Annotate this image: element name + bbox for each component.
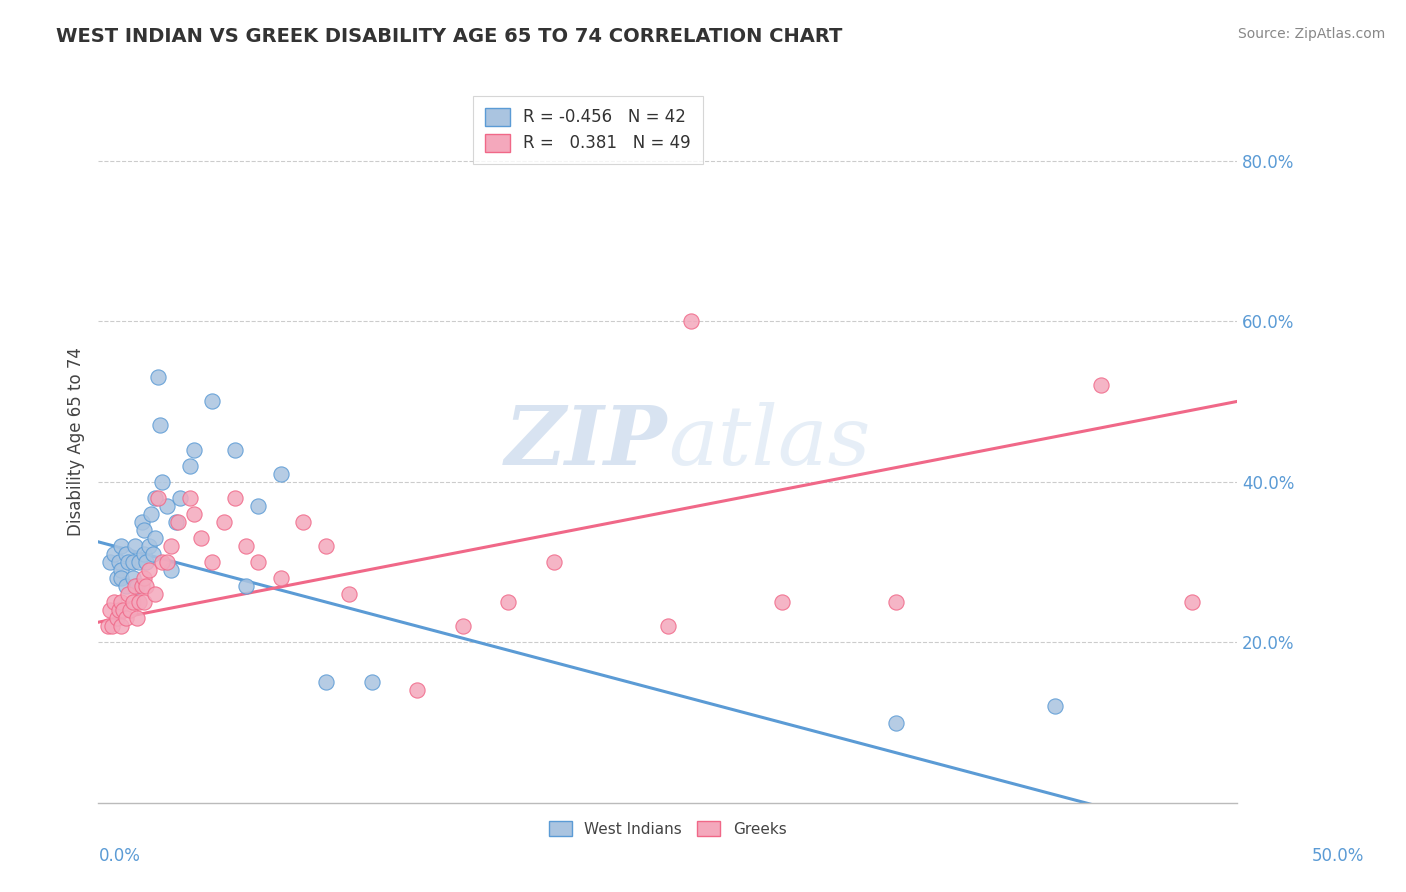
Text: Source: ZipAtlas.com: Source: ZipAtlas.com [1237, 27, 1385, 41]
Point [543, 555, 565, 569]
Point [156, 499, 179, 513]
Point [150, 475, 173, 489]
Point [315, 675, 337, 690]
Point [156, 555, 179, 569]
Point [1090, 378, 1112, 392]
Point [235, 539, 257, 553]
Point [160, 563, 183, 577]
Point [235, 579, 257, 593]
Point [132, 571, 155, 585]
Point [112, 603, 135, 617]
Point [212, 515, 235, 529]
Point [770, 595, 793, 609]
Text: 50.0%: 50.0% [1312, 847, 1364, 865]
Point [270, 467, 292, 481]
Text: WEST INDIAN VS GREEK DISABILITY AGE 65 TO 74 CORRELATION CHART: WEST INDIAN VS GREEK DISABILITY AGE 65 T… [56, 27, 842, 45]
Point [110, 563, 132, 577]
Point [498, 595, 520, 609]
Point [884, 595, 907, 609]
Point [121, 595, 143, 609]
Point [292, 515, 315, 529]
Point [127, 579, 149, 593]
Point [131, 515, 153, 529]
Point [114, 547, 136, 561]
Point [120, 603, 142, 617]
Point [117, 555, 139, 569]
Point [406, 683, 429, 698]
Point [246, 499, 269, 513]
Point [121, 555, 143, 569]
Point [114, 579, 136, 593]
Point [160, 539, 183, 553]
Point [135, 579, 157, 593]
Point [98, 555, 121, 569]
Point [201, 555, 224, 569]
Point [145, 491, 167, 505]
Point [103, 595, 125, 609]
Point [108, 555, 131, 569]
Point [132, 595, 155, 609]
Point [124, 539, 146, 553]
Point [315, 539, 337, 553]
Point [145, 531, 167, 545]
Point [110, 619, 132, 633]
Point [105, 611, 128, 625]
Text: 0.0%: 0.0% [98, 847, 141, 865]
Point [169, 491, 191, 505]
Point [138, 563, 160, 577]
Point [117, 587, 139, 601]
Point [149, 418, 172, 433]
Point [135, 555, 157, 569]
Point [132, 547, 155, 561]
Point [1043, 699, 1066, 714]
Point [101, 619, 124, 633]
Point [657, 619, 679, 633]
Point [98, 603, 121, 617]
Point [128, 595, 150, 609]
Point [190, 531, 212, 545]
Point [183, 442, 205, 457]
Point [224, 491, 246, 505]
Point [884, 715, 907, 730]
Text: ZIP: ZIP [505, 401, 668, 482]
Point [183, 507, 205, 521]
Point [121, 571, 143, 585]
Point [145, 587, 167, 601]
Point [360, 675, 382, 690]
Point [110, 571, 132, 585]
Point [146, 370, 169, 384]
Point [108, 603, 131, 617]
Point [150, 555, 173, 569]
Point [114, 611, 136, 625]
Point [96, 619, 118, 633]
Point [105, 571, 128, 585]
Point [1181, 595, 1204, 609]
Y-axis label: Disability Age 65 to 74: Disability Age 65 to 74 [66, 347, 84, 536]
Text: atlas: atlas [668, 401, 870, 482]
Point [337, 587, 360, 601]
Point [167, 515, 190, 529]
Point [110, 539, 132, 553]
Point [138, 539, 160, 553]
Point [110, 595, 132, 609]
Point [246, 555, 269, 569]
Point [128, 555, 150, 569]
Point [127, 611, 149, 625]
Point [146, 491, 169, 505]
Point [451, 619, 474, 633]
Point [103, 547, 125, 561]
Point [179, 491, 201, 505]
Point [131, 579, 153, 593]
Point [679, 314, 702, 328]
Point [224, 442, 246, 457]
Point [139, 507, 162, 521]
Point [142, 547, 165, 561]
Point [165, 515, 187, 529]
Point [132, 523, 155, 537]
Point [124, 579, 146, 593]
Legend: West Indians, Greeks: West Indians, Greeks [540, 812, 796, 846]
Point [179, 458, 201, 473]
Point [201, 394, 224, 409]
Point [270, 571, 292, 585]
